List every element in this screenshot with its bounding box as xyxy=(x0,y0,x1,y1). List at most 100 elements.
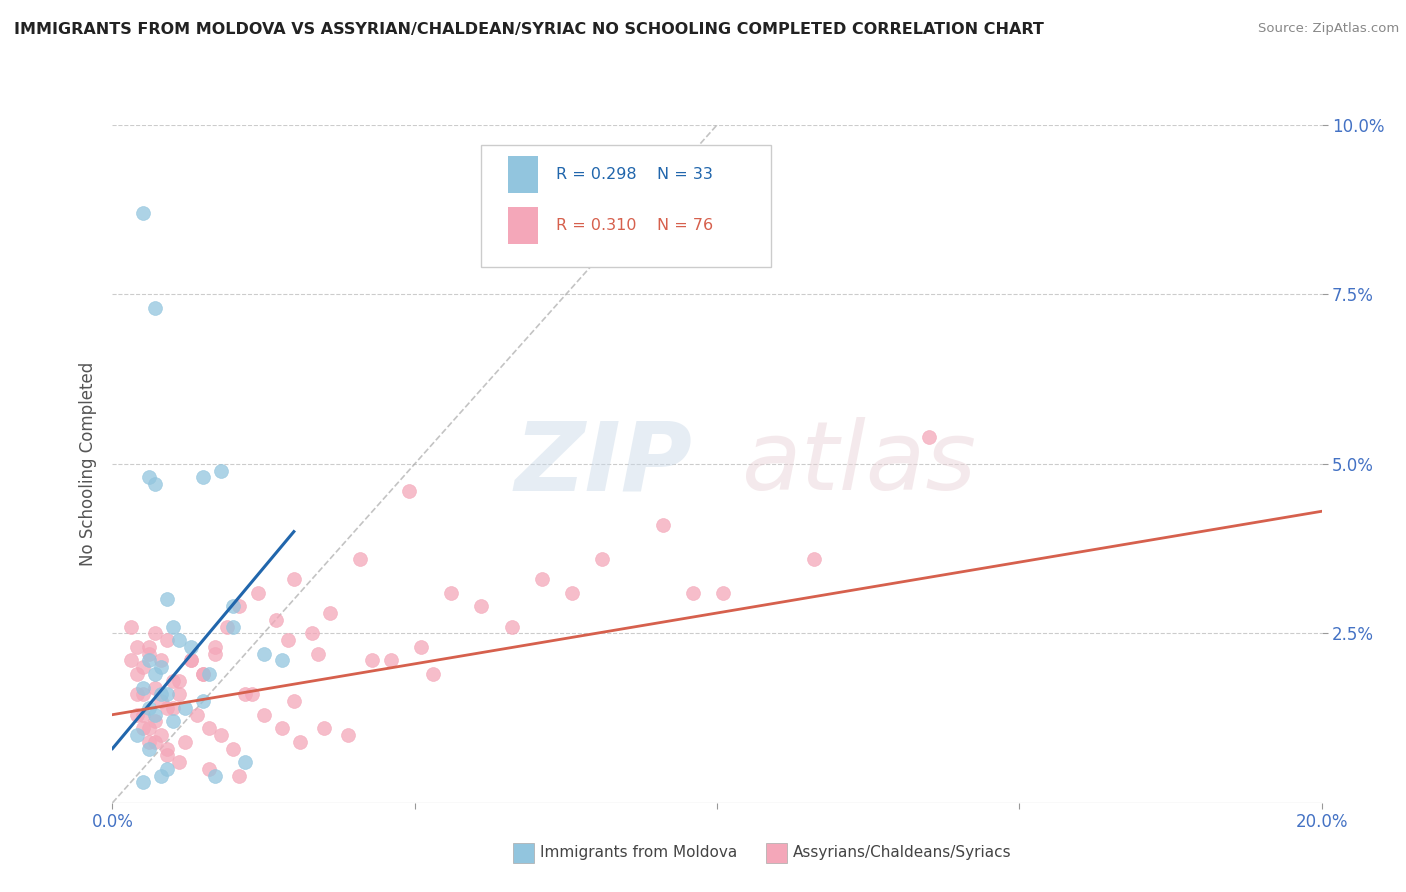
Point xyxy=(217,619,239,633)
Point xyxy=(174,701,197,715)
Point xyxy=(149,694,172,708)
Point xyxy=(270,653,292,667)
Point xyxy=(222,741,245,756)
Point xyxy=(301,626,323,640)
Point xyxy=(682,585,704,599)
Point xyxy=(918,430,941,444)
Point xyxy=(530,572,553,586)
Point xyxy=(138,741,160,756)
Point xyxy=(283,572,305,586)
Point xyxy=(264,613,287,627)
Point xyxy=(349,551,371,566)
Point xyxy=(138,647,160,661)
Point xyxy=(191,667,215,681)
Point xyxy=(501,619,523,633)
Point xyxy=(149,687,172,701)
Point xyxy=(132,707,155,722)
Point xyxy=(240,687,263,701)
Point xyxy=(246,585,269,599)
Point xyxy=(591,551,613,566)
Point xyxy=(138,721,160,735)
Point xyxy=(209,464,232,478)
Point xyxy=(138,653,160,667)
Point xyxy=(138,640,160,654)
Text: atlas: atlas xyxy=(741,417,976,510)
Point xyxy=(120,619,142,633)
Point xyxy=(198,721,221,735)
Point xyxy=(143,707,166,722)
Point xyxy=(191,694,215,708)
Point xyxy=(319,606,342,620)
Point xyxy=(125,728,148,742)
Point xyxy=(337,728,360,742)
Point xyxy=(253,707,276,722)
Point xyxy=(132,206,155,220)
Point xyxy=(162,619,184,633)
Point xyxy=(156,748,179,763)
Point xyxy=(191,667,215,681)
Point xyxy=(204,769,226,783)
Point xyxy=(409,640,432,654)
Point xyxy=(143,667,166,681)
Point xyxy=(125,687,148,701)
Point xyxy=(156,741,179,756)
Point xyxy=(132,687,155,701)
Point xyxy=(204,640,226,654)
Point xyxy=(138,470,160,484)
Point xyxy=(651,517,673,532)
Text: R = 0.310: R = 0.310 xyxy=(557,218,637,233)
Point xyxy=(162,673,184,688)
Point xyxy=(156,592,179,607)
Point xyxy=(167,633,190,648)
Point xyxy=(132,775,155,789)
Point xyxy=(380,653,402,667)
Text: ZIP: ZIP xyxy=(515,417,693,510)
Point xyxy=(132,681,155,695)
Text: IMMIGRANTS FROM MOLDOVA VS ASSYRIAN/CHALDEAN/SYRIAC NO SCHOOLING COMPLETED CORRE: IMMIGRANTS FROM MOLDOVA VS ASSYRIAN/CHAL… xyxy=(14,22,1043,37)
Point xyxy=(283,694,305,708)
FancyBboxPatch shape xyxy=(508,156,538,194)
Point xyxy=(149,653,172,667)
Point xyxy=(288,735,311,749)
Text: Assyrians/Chaldeans/Syriacs: Assyrians/Chaldeans/Syriacs xyxy=(793,846,1011,860)
Point xyxy=(156,701,179,715)
Point xyxy=(162,714,184,729)
Point xyxy=(228,599,250,614)
Point xyxy=(180,653,202,667)
Point xyxy=(235,755,257,769)
Text: Source: ZipAtlas.com: Source: ZipAtlas.com xyxy=(1258,22,1399,36)
Point xyxy=(174,735,197,749)
Point xyxy=(253,647,276,661)
Point xyxy=(143,301,166,315)
FancyBboxPatch shape xyxy=(481,145,772,268)
Point xyxy=(143,477,166,491)
Point xyxy=(138,735,160,749)
Point xyxy=(307,647,329,661)
Point xyxy=(167,687,190,701)
Point xyxy=(149,728,172,742)
Point xyxy=(143,626,166,640)
Point xyxy=(120,653,142,667)
Text: R = 0.298: R = 0.298 xyxy=(557,167,637,182)
Point xyxy=(125,640,148,654)
Point xyxy=(167,673,190,688)
Point xyxy=(149,769,172,783)
Point xyxy=(125,667,148,681)
Point xyxy=(204,647,226,661)
Point xyxy=(209,728,232,742)
Y-axis label: No Schooling Completed: No Schooling Completed xyxy=(79,362,97,566)
Point xyxy=(711,585,734,599)
Text: Immigrants from Moldova: Immigrants from Moldova xyxy=(540,846,737,860)
Point xyxy=(143,714,166,729)
Point xyxy=(222,599,245,614)
Point xyxy=(156,762,179,776)
Text: N = 76: N = 76 xyxy=(657,218,713,233)
Point xyxy=(186,707,208,722)
Point xyxy=(470,599,492,614)
Point xyxy=(422,667,444,681)
Point xyxy=(314,721,336,735)
Point xyxy=(149,660,172,674)
Point xyxy=(398,483,420,498)
Point xyxy=(803,551,825,566)
Point xyxy=(125,707,148,722)
